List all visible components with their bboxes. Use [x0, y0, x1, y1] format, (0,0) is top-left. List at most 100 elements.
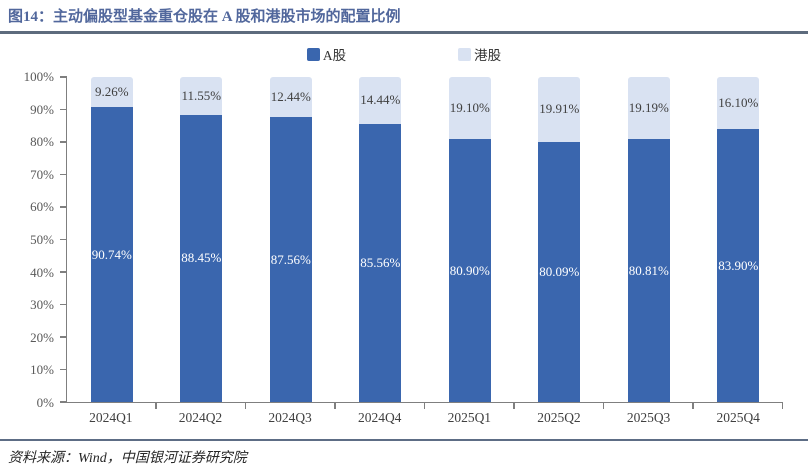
bar-value-label: 80.81% — [628, 262, 669, 278]
legend-swatch — [306, 47, 320, 61]
y-tick-mark — [60, 141, 67, 143]
bar-value-label: 80.09% — [539, 263, 580, 279]
legend-label: A股 — [322, 48, 347, 63]
bar-value-label: 83.90% — [718, 257, 759, 273]
y-tick-label: 40% — [30, 264, 54, 280]
bar-column: 11.55% 88.45% — [157, 77, 247, 402]
plot-column: 9.26% 90.74% 11.55% 88.45% 12.44% 87.56% 14.44… — [60, 76, 808, 426]
x-tick-label: 2024Q1 — [89, 410, 133, 425]
bar-segment-a-shares: 80.81% — [627, 139, 670, 402]
bar-value-label: 11.55% — [181, 87, 222, 103]
y-tick-mark — [60, 173, 67, 176]
bar-segment-hk-shares: 19.91% — [538, 77, 581, 142]
x-tick-label: 2025Q2 — [537, 410, 581, 425]
y-tick-mark — [60, 271, 67, 273]
stacked-bar: 16.10% 83.90% — [717, 77, 760, 402]
bar-column: 12.44% 87.56% — [246, 77, 336, 402]
x-tick-mark — [602, 402, 604, 409]
bar-value-label: 87.56% — [270, 251, 311, 267]
y-tick-label: 50% — [30, 232, 54, 247]
y-tick-mark — [60, 368, 67, 371]
stacked-bar: 9.26% 90.74% — [90, 77, 133, 402]
y-axis: 100% 90% 80% 70% 60% 50% 40% 30% 20% 10% 0% — [0, 69, 66, 410]
x-tick-label: 2025Q4 — [716, 410, 760, 425]
bar-segment-a-shares: 88.45% — [180, 114, 223, 402]
y-tick-label: 0% — [36, 395, 54, 410]
x-tick-label: 2024Q2 — [178, 410, 223, 425]
y-tick-label: 100% — [23, 69, 54, 84]
source-note: 资料来源：Wind，中国银河证券研究院 — [8, 451, 247, 466]
bar-column: 16.10% 83.90% — [694, 77, 784, 402]
bar-column: 19.91% 80.09% — [515, 77, 605, 402]
stacked-bar: 11.55% 88.45% — [180, 77, 223, 402]
y-tick-mark — [60, 238, 67, 241]
bar-segment-hk-shares: 9.26% — [90, 77, 133, 108]
bar-segment-a-shares: 83.90% — [717, 129, 760, 402]
bar-value-label: 19.10% — [449, 100, 490, 116]
stacked-bar: 19.10% 80.90% — [448, 77, 491, 402]
bar-column: 9.26% 90.74% — [67, 77, 157, 402]
bar-segment-a-shares: 80.90% — [448, 139, 491, 402]
bars-container: 9.26% 90.74% 11.55% 88.45% 12.44% 87.56% 14.44… — [67, 77, 783, 402]
bar-segment-a-shares: 80.09% — [538, 141, 581, 402]
bar-segment-hk-shares: 12.44% — [269, 77, 312, 118]
y-tick-label: 70% — [30, 166, 54, 182]
y-tick-mark — [60, 76, 67, 78]
bar-segment-a-shares: 85.56% — [359, 123, 402, 402]
bar-value-label: 19.91% — [539, 101, 580, 117]
bar-segment-hk-shares: 19.10% — [448, 77, 491, 140]
bar-value-label: 9.26% — [94, 84, 129, 100]
legend-label: 港股 — [474, 48, 502, 63]
x-tick-mark — [513, 402, 515, 409]
stacked-bar: 14.44% 85.56% — [359, 77, 402, 402]
x-tick-mark — [155, 402, 157, 409]
y-tick-mark — [60, 303, 67, 306]
bar-segment-hk-shares: 14.44% — [359, 77, 402, 124]
y-tick-label: 80% — [30, 134, 54, 150]
bar-segment-hk-shares: 19.19% — [627, 77, 670, 140]
legend-swatch — [458, 47, 472, 61]
title-divider — [0, 31, 808, 34]
y-tick-mark — [60, 401, 67, 403]
y-tick-label: 60% — [30, 199, 54, 215]
chart-title: 图14：主动偏股型基金重仓股在 A 股和港股市场的配置比例 — [8, 9, 401, 25]
x-tick-label: 2024Q4 — [357, 410, 402, 425]
y-tick-mark — [60, 336, 67, 338]
bar-value-label: 88.45% — [181, 250, 222, 266]
bar-segment-a-shares: 87.56% — [269, 117, 312, 402]
y-tick-mark — [60, 206, 67, 208]
bar-segment-hk-shares: 16.10% — [717, 77, 760, 130]
bar-column: 14.44% 85.56% — [336, 77, 426, 402]
y-tick-label: 90% — [30, 101, 54, 117]
stacked-bar-chart: 100% 90% 80% 70% 60% 50% 40% 30% 20% 10% 0% 9.26% 9… — [0, 69, 808, 426]
stacked-bar: 12.44% 87.56% — [269, 77, 312, 402]
chart-legend: A股 港股 — [0, 44, 808, 64]
x-tick-mark — [423, 402, 425, 409]
x-tick-mark — [334, 402, 336, 409]
bar-value-label: 12.44% — [270, 89, 311, 105]
y-tick-label: 10% — [30, 362, 54, 378]
bar-value-label: 85.56% — [360, 254, 401, 270]
x-tick-mark — [692, 402, 694, 409]
legend-item: 港股 — [458, 44, 501, 64]
x-tick-label: 2025Q3 — [626, 410, 671, 425]
x-tick-label: 2025Q1 — [447, 410, 492, 425]
y-tick-label: 20% — [30, 329, 54, 345]
x-tick-mark — [244, 402, 246, 409]
bar-value-label: 19.19% — [628, 100, 669, 116]
y-tick-label: 30% — [30, 297, 54, 313]
bar-value-label: 16.10% — [718, 95, 759, 111]
x-tick-label: 2024Q3 — [268, 410, 312, 425]
bar-segment-hk-shares: 11.55% — [180, 77, 223, 115]
bar-segment-a-shares: 90.74% — [90, 107, 133, 402]
stacked-bar: 19.91% 80.09% — [538, 77, 581, 402]
bar-value-label: 14.44% — [360, 92, 401, 108]
bar-column: 19.10% 80.90% — [425, 77, 515, 402]
bar-column: 19.19% 80.81% — [604, 77, 694, 402]
plot-area: 9.26% 90.74% 11.55% 88.45% 12.44% 87.56% 14.44… — [60, 76, 783, 409]
footer-divider — [0, 439, 808, 441]
bar-value-label: 80.90% — [449, 262, 490, 278]
bar-value-label: 90.74% — [91, 246, 132, 262]
stacked-bar: 19.19% 80.81% — [627, 77, 670, 402]
